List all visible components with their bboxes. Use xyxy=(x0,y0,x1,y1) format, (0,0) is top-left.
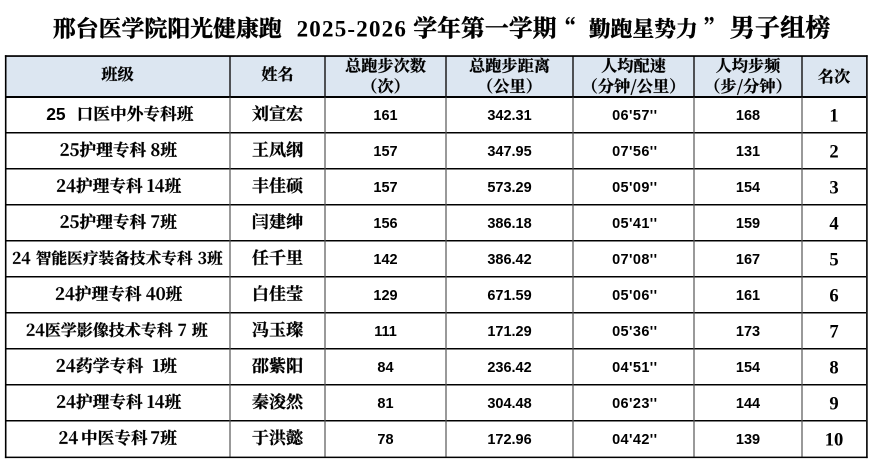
svg-text:07'56'': 07'56'' xyxy=(612,144,657,160)
svg-text:347.95: 347.95 xyxy=(487,144,531,160)
svg-text:84: 84 xyxy=(377,360,393,376)
svg-text:159: 159 xyxy=(736,216,760,232)
svg-text:671.59: 671.59 xyxy=(487,288,531,304)
svg-text:142: 142 xyxy=(373,252,397,268)
svg-text:5: 5 xyxy=(829,250,838,271)
svg-text:2: 2 xyxy=(829,142,838,163)
svg-text:131: 131 xyxy=(736,144,760,160)
svg-text:157: 157 xyxy=(373,144,397,160)
svg-text:4: 4 xyxy=(829,214,838,235)
svg-text:386.18: 386.18 xyxy=(487,216,531,232)
svg-text:342.31: 342.31 xyxy=(487,108,531,124)
svg-text:168: 168 xyxy=(736,108,760,124)
svg-text:6: 6 xyxy=(829,286,838,307)
svg-text:2025-2026: 2025-2026 xyxy=(297,17,407,42)
svg-text:156: 156 xyxy=(373,216,397,232)
svg-text:386.42: 386.42 xyxy=(487,252,531,268)
svg-text:304.48: 304.48 xyxy=(487,396,531,412)
svg-text:81: 81 xyxy=(377,396,393,412)
svg-text:9: 9 xyxy=(829,394,838,415)
svg-text:157: 157 xyxy=(373,180,397,196)
svg-text:06'23'': 06'23'' xyxy=(612,396,657,412)
svg-text:78: 78 xyxy=(377,432,393,448)
svg-text:111: 111 xyxy=(374,324,397,340)
svg-text:171.29: 171.29 xyxy=(487,324,531,340)
svg-text:3: 3 xyxy=(829,178,838,199)
svg-text:07'08'': 07'08'' xyxy=(612,252,657,268)
svg-text:573.29: 573.29 xyxy=(487,180,531,196)
svg-text:161: 161 xyxy=(736,288,760,304)
svg-text:167: 167 xyxy=(736,252,760,268)
svg-text:8: 8 xyxy=(829,358,838,379)
svg-text:129: 129 xyxy=(373,288,397,304)
svg-text:25: 25 xyxy=(46,104,66,124)
svg-text:05'09'': 05'09'' xyxy=(612,180,657,196)
svg-text:154: 154 xyxy=(736,360,760,376)
svg-text:1: 1 xyxy=(829,106,838,127)
svg-text:161: 161 xyxy=(373,108,397,124)
svg-text:04'51'': 04'51'' xyxy=(612,360,657,376)
svg-text:04'42'': 04'42'' xyxy=(612,432,657,448)
svg-text:05'41'': 05'41'' xyxy=(612,216,657,232)
svg-text:172.96: 172.96 xyxy=(487,432,531,448)
svg-text:144: 144 xyxy=(736,396,760,412)
svg-text:139: 139 xyxy=(736,432,760,448)
svg-text:154: 154 xyxy=(736,180,760,196)
svg-text:05'06'': 05'06'' xyxy=(612,288,657,304)
svg-text:173: 173 xyxy=(736,324,760,340)
svg-text:236.42: 236.42 xyxy=(487,360,531,376)
svg-text:10: 10 xyxy=(825,430,844,451)
svg-text:05'36'': 05'36'' xyxy=(612,324,657,340)
svg-text:06'57'': 06'57'' xyxy=(612,108,657,124)
svg-text:7: 7 xyxy=(829,322,838,343)
